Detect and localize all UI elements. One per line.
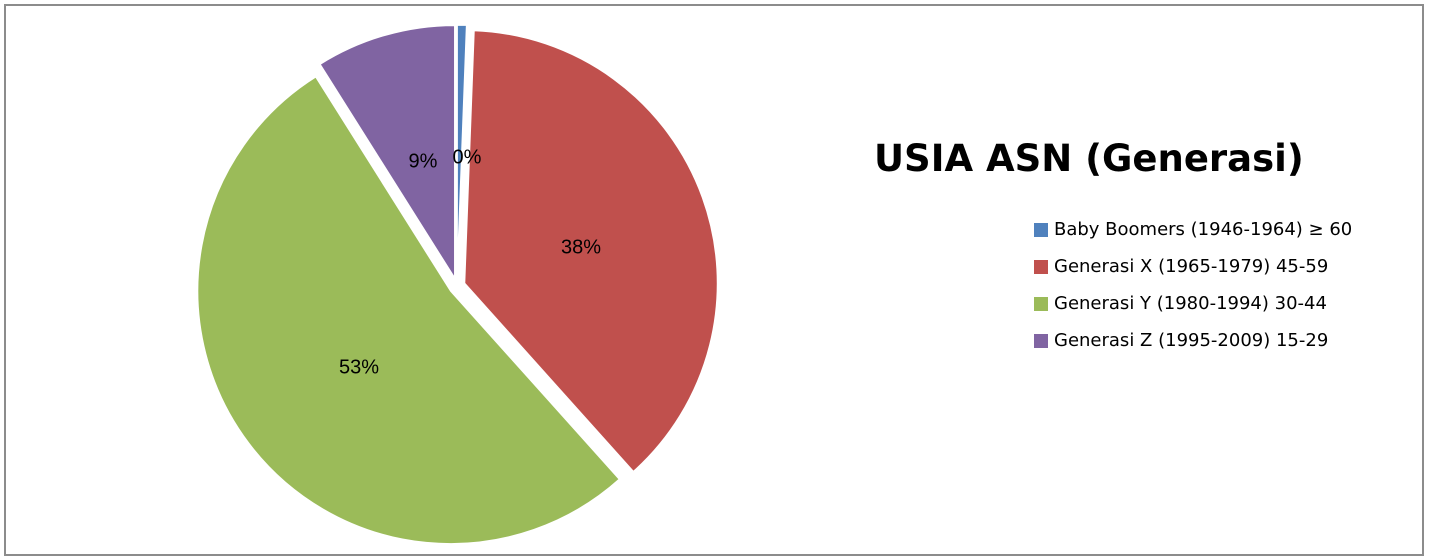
chart-title: USIA ASN (Generasi)	[874, 137, 1304, 180]
legend-label: Generasi Z (1995-2009) 15-29	[1054, 330, 1329, 351]
legend-item-4: Generasi Z (1995-2009) 15-29	[1034, 322, 1352, 359]
chart-frame: 0% 38% 53% 9% USIA ASN (Generasi) Baby Boom…	[4, 4, 1424, 556]
legend-label: Generasi Y (1980-1994) 30-44	[1054, 293, 1327, 314]
legend-label: Baby Boomers (1946-1964) ≥ 60	[1054, 219, 1353, 240]
slice-label-1: 0%	[453, 146, 482, 168]
legend-swatch	[1034, 222, 1048, 237]
legend-swatch	[1034, 296, 1048, 311]
slice-label-4: 9%	[409, 150, 438, 172]
legend: Baby Boomers (1946-1964) ≥ 60 Generasi X …	[1034, 211, 1352, 359]
legend-swatch	[1034, 259, 1048, 274]
legend-item-1: Baby Boomers (1946-1964) ≥ 60	[1034, 211, 1352, 248]
pie-slice-3	[196, 75, 621, 545]
pie-slice-4	[318, 24, 456, 281]
pie-chart: 0% 38% 53% 9%	[196, 24, 719, 545]
slice-label-3: 53%	[339, 356, 379, 378]
legend-swatch	[1034, 333, 1048, 348]
legend-item-3: Generasi Y (1980-1994) 30-44	[1034, 285, 1352, 322]
legend-label: Generasi X (1965-1979) 45-59	[1054, 256, 1329, 277]
pie-slice-2	[463, 29, 719, 473]
legend-item-2: Generasi X (1965-1979) 45-59	[1034, 248, 1352, 285]
slice-label-2: 38%	[561, 236, 601, 258]
pie-slice-1	[456, 24, 468, 279]
